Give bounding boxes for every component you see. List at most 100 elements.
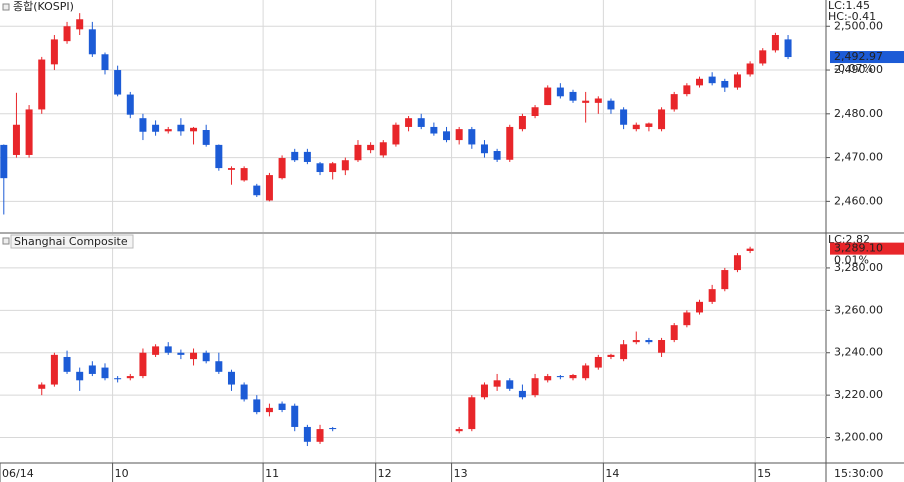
candle-body xyxy=(177,124,185,132)
candle-body xyxy=(190,352,198,360)
last-price-box xyxy=(830,242,904,255)
candle-body xyxy=(329,163,337,173)
candle-body xyxy=(316,163,324,173)
candle-body xyxy=(316,429,324,442)
candle-body xyxy=(253,185,261,196)
candle-body xyxy=(25,109,33,155)
panel-title-box xyxy=(10,234,134,249)
candle-body xyxy=(63,356,71,372)
candle-body xyxy=(303,426,311,442)
candle-body xyxy=(468,129,476,145)
candle-body xyxy=(367,144,375,151)
candle-body xyxy=(139,352,147,377)
candle-body xyxy=(746,248,754,251)
candle-body xyxy=(202,352,210,362)
candle-body xyxy=(190,127,198,132)
candle-body xyxy=(506,380,514,389)
candle-body xyxy=(303,151,311,162)
candle-body xyxy=(480,384,488,398)
candle-body xyxy=(329,428,337,430)
candle-body xyxy=(291,151,299,161)
candle-body xyxy=(341,160,349,171)
x-tick-label: 13 xyxy=(454,467,468,480)
candle-body xyxy=(518,390,526,398)
candle-body xyxy=(164,346,172,353)
candle-body xyxy=(556,376,564,378)
candle-body xyxy=(645,340,653,343)
candle-body xyxy=(215,361,223,372)
candle-body xyxy=(50,39,58,65)
candle-body xyxy=(76,371,84,381)
candle-body xyxy=(215,144,223,169)
candle-body xyxy=(759,50,767,64)
last-price-change: -0.07% xyxy=(834,62,873,75)
candle-body xyxy=(278,403,286,410)
candle-body xyxy=(265,175,273,201)
candle-body xyxy=(291,405,299,427)
candle-body xyxy=(38,59,46,110)
candle-body xyxy=(278,158,286,179)
candle-body xyxy=(569,375,577,379)
candle-body xyxy=(88,29,96,55)
x-tick-label: 11 xyxy=(265,467,279,480)
y-tick-label: 3,280.00 xyxy=(834,261,883,274)
y-tick-label: 2,460.00 xyxy=(834,194,883,207)
y-tick-label: 2,500.00 xyxy=(834,19,883,32)
candle-body xyxy=(721,270,729,290)
candle-body xyxy=(746,63,754,75)
y-tick-label: 2,490.00 xyxy=(834,63,883,76)
candle-body xyxy=(455,129,463,141)
candle-body xyxy=(733,255,741,271)
x-tick-label: 10 xyxy=(115,467,129,480)
x-tick-label: 12 xyxy=(378,467,392,480)
last-price-box xyxy=(830,51,904,64)
candle-body xyxy=(164,129,172,132)
y-tick-label: 3,200.00 xyxy=(834,431,883,444)
x-tick-label: 14 xyxy=(605,467,619,480)
candle-body xyxy=(0,144,8,179)
candle-body xyxy=(50,354,58,385)
candle-body xyxy=(569,91,577,101)
candle-body xyxy=(670,94,678,110)
candle-body xyxy=(38,384,46,389)
candle-body xyxy=(430,126,438,134)
candle-body xyxy=(405,118,413,127)
candle-body xyxy=(518,116,526,130)
last-price-change: 0.01% xyxy=(834,254,869,267)
annotation: LC:1.45 xyxy=(828,0,870,12)
candle-body xyxy=(733,74,741,88)
candle-body xyxy=(670,325,678,341)
last-price-label: 3,289.10 xyxy=(834,242,883,255)
candle-body xyxy=(594,356,602,368)
candle-body xyxy=(114,378,122,380)
y-tick-label: 2,480.00 xyxy=(834,107,883,120)
candle-body xyxy=(139,118,147,132)
candle-body xyxy=(506,126,514,160)
candle-body xyxy=(265,407,273,413)
candle-body xyxy=(468,397,476,430)
candle-body xyxy=(152,124,160,132)
candle-body xyxy=(392,124,400,145)
candle-body xyxy=(63,26,71,42)
candle-body xyxy=(227,168,235,170)
candle-body xyxy=(632,124,640,130)
candle-body xyxy=(658,340,666,353)
candle-body xyxy=(443,131,451,141)
candle-body xyxy=(253,399,261,413)
y-tick-label: 3,220.00 xyxy=(834,388,883,401)
candle-body xyxy=(417,118,425,127)
candle-body xyxy=(721,80,729,88)
candle-body xyxy=(696,78,704,86)
candle-body xyxy=(202,130,210,145)
annotation: HC:-0.41 xyxy=(828,10,876,23)
candle-body xyxy=(683,85,691,95)
panel-title: 종합(KOSPI) xyxy=(13,0,74,13)
candle-body xyxy=(708,289,716,302)
candle-body xyxy=(76,19,84,30)
y-tick-label: 2,470.00 xyxy=(834,151,883,164)
candle-body xyxy=(708,76,716,84)
candle-body xyxy=(12,124,20,155)
candle-body xyxy=(683,312,691,326)
candle-body xyxy=(620,344,628,360)
